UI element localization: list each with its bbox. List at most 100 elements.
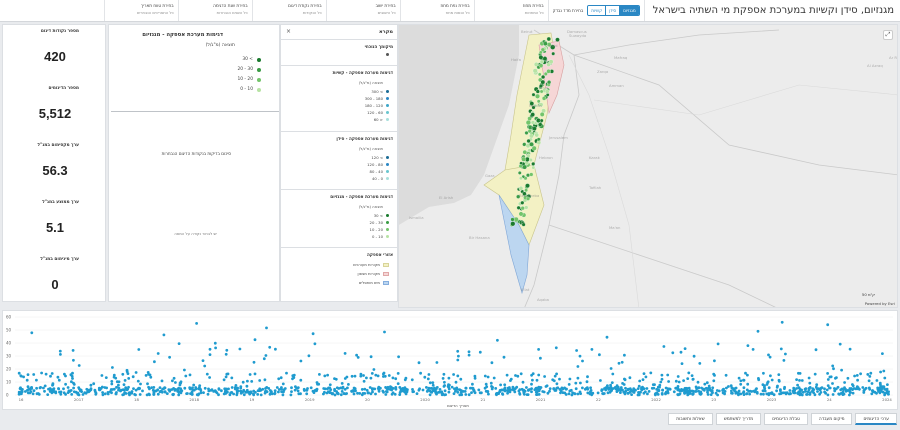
sampling-point[interactable] [529, 133, 534, 139]
sampling-point[interactable] [518, 164, 523, 169]
sampling-point[interactable] [522, 142, 527, 147]
sampling-point[interactable] [538, 84, 543, 88]
sampling-point[interactable] [524, 130, 529, 135]
sampling-point[interactable] [532, 68, 538, 74]
sampling-point[interactable] [541, 74, 546, 80]
sampling-point[interactable] [537, 72, 542, 77]
sampling-point[interactable] [510, 221, 516, 227]
sampling-point[interactable] [531, 165, 536, 170]
filter-subdistrict[interactable]: בחירת נפת מחוז כל הנפות מחוז [399, 0, 474, 21]
sample-point [39, 386, 42, 389]
sampling-point[interactable] [510, 217, 515, 222]
sampling-point[interactable] [529, 141, 534, 147]
sampling-point[interactable] [518, 186, 524, 191]
sampling-point[interactable] [531, 105, 536, 110]
sampling-point[interactable] [520, 200, 525, 205]
sampling-point[interactable] [536, 137, 541, 142]
sampling-point[interactable] [531, 145, 537, 151]
sampling-point[interactable] [539, 59, 544, 64]
sampling-point[interactable] [522, 191, 527, 196]
metric-option-hardness[interactable]: קשיות [588, 6, 606, 15]
filter-date-range[interactable]: בחירת טווח תאריך כל התאריכים הנבחרים [103, 0, 178, 21]
sampling-point[interactable] [548, 59, 554, 65]
close-icon[interactable]: × [286, 28, 292, 35]
sample-point [477, 388, 481, 392]
sampling-point[interactable] [538, 63, 544, 68]
sampling-point[interactable] [531, 92, 536, 97]
map-sampling-points[interactable] [509, 36, 560, 227]
sample-point [504, 389, 508, 392]
sampling-point[interactable] [545, 93, 550, 97]
sampling-point[interactable] [533, 62, 539, 67]
sampling-point[interactable] [528, 158, 533, 162]
sampling-point[interactable] [539, 89, 544, 94]
sampling-point[interactable] [524, 205, 529, 210]
sampling-point[interactable] [525, 196, 531, 201]
sampling-point[interactable] [529, 172, 534, 177]
sampling-point[interactable] [513, 216, 519, 222]
sampling-point[interactable] [543, 71, 548, 76]
sampling-point[interactable] [531, 161, 536, 166]
map-view[interactable]: Damascus Amman Al Azraq Ar Ra Zarqa Irbid Beir… [398, 24, 898, 308]
sampling-point[interactable] [533, 121, 538, 125]
sampling-point[interactable] [551, 51, 556, 56]
sampling-point[interactable] [526, 138, 531, 144]
sampling-point[interactable] [520, 206, 525, 211]
sample-point [352, 386, 356, 390]
sampling-point[interactable] [538, 55, 544, 60]
sampling-point[interactable] [525, 183, 530, 189]
filter-settlement[interactable]: בחירת ישוב כל הישובים [325, 0, 400, 21]
sampling-point[interactable] [555, 37, 560, 42]
sampling-point[interactable] [544, 89, 550, 94]
sampling-point[interactable] [539, 112, 545, 117]
tab-user-guide[interactable]: מדריך למשתמש [715, 413, 762, 425]
sampling-point[interactable] [525, 120, 531, 126]
sampling-point[interactable] [539, 102, 544, 107]
sampling-point[interactable] [538, 122, 543, 127]
sampling-point[interactable] [529, 101, 535, 106]
metric-option-magnesium[interactable]: מגנזיום [619, 6, 639, 15]
sampling-point[interactable] [535, 89, 540, 94]
sampling-point[interactable] [540, 79, 546, 85]
sampling-point[interactable] [521, 222, 526, 227]
sampling-point[interactable] [522, 149, 528, 155]
sampling-point[interactable] [518, 211, 524, 217]
sampling-point[interactable] [539, 118, 544, 123]
sampling-point[interactable] [534, 132, 539, 138]
sampling-point[interactable] [522, 164, 527, 170]
tab-lab-location[interactable]: מיקום מעבדה [810, 413, 853, 425]
sampling-point[interactable] [532, 126, 537, 131]
sampling-point[interactable] [538, 50, 543, 55]
sampling-point[interactable] [542, 56, 548, 61]
filter-district[interactable]: בחירת מחוז כל המחוזות [473, 0, 548, 21]
sampling-point[interactable] [527, 129, 532, 134]
sampling-point[interactable] [519, 176, 523, 181]
sample-point [343, 352, 347, 355]
sampling-point[interactable] [547, 80, 552, 85]
sampling-point[interactable] [546, 69, 551, 74]
x-tick-label: 2017 [74, 397, 84, 402]
sampling-point[interactable] [550, 44, 556, 50]
tab-faq[interactable]: שאלות ותשובות [668, 413, 713, 425]
tab-sample-values[interactable]: ערכי הדיגומים [855, 413, 897, 425]
sampling-point[interactable] [530, 112, 535, 117]
filter-sampling-year[interactable]: בחירת שנת הדגימה כל השנים הנבחרות [177, 0, 252, 21]
sampling-point[interactable] [546, 36, 551, 42]
filter-sampling-point[interactable]: בחירת נקודת דיגום כל הנקודות [251, 0, 326, 21]
tab-samples-table[interactable]: טבלת הדיגומים [764, 413, 808, 425]
sampling-point[interactable] [541, 96, 547, 101]
sampling-point[interactable] [527, 116, 532, 121]
sampling-point[interactable] [517, 171, 522, 175]
map-canvas[interactable] [399, 25, 898, 308]
sampling-point[interactable] [535, 93, 540, 99]
sampling-point[interactable] [516, 205, 521, 210]
sampling-point[interactable] [536, 99, 541, 104]
sampling-point[interactable] [524, 188, 528, 193]
sampling-point[interactable] [543, 41, 548, 46]
sampling-point[interactable] [526, 173, 530, 178]
sampling-point[interactable] [516, 194, 521, 199]
metric-option-calcium[interactable]: סידן [605, 6, 620, 15]
sampling-point[interactable] [540, 47, 546, 52]
sampling-point[interactable] [521, 156, 527, 162]
expand-icon[interactable]: ⤢ [883, 30, 893, 40]
